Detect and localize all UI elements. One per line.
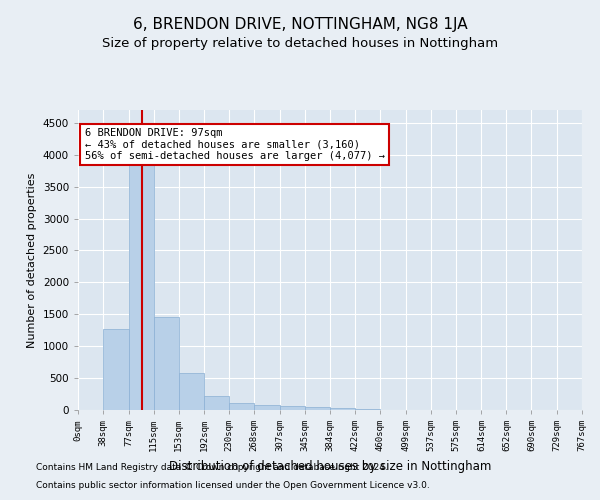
Bar [179, 373, 204, 410]
Bar [229, 403, 254, 410]
Bar [280, 406, 305, 410]
Bar [103, 329, 128, 410]
X-axis label: Distribution of detached houses by size in Nottingham: Distribution of detached houses by size … [169, 460, 491, 472]
Text: Contains HM Land Registry data © Crown copyright and database right 2024.: Contains HM Land Registry data © Crown c… [36, 464, 388, 472]
Y-axis label: Number of detached properties: Number of detached properties [27, 172, 37, 348]
Text: Size of property relative to detached houses in Nottingham: Size of property relative to detached ho… [102, 38, 498, 51]
Bar [154, 318, 179, 410]
Text: Contains public sector information licensed under the Open Government Licence v3: Contains public sector information licen… [36, 481, 430, 490]
Bar [254, 405, 280, 410]
Bar [305, 407, 331, 410]
Bar [128, 132, 154, 410]
Text: 6, BRENDON DRIVE, NOTTINGHAM, NG8 1JA: 6, BRENDON DRIVE, NOTTINGHAM, NG8 1JA [133, 18, 467, 32]
Bar [331, 408, 355, 410]
Bar [204, 396, 229, 410]
Text: 6 BRENDON DRIVE: 97sqm
← 43% of detached houses are smaller (3,160)
56% of semi-: 6 BRENDON DRIVE: 97sqm ← 43% of detached… [85, 128, 385, 161]
